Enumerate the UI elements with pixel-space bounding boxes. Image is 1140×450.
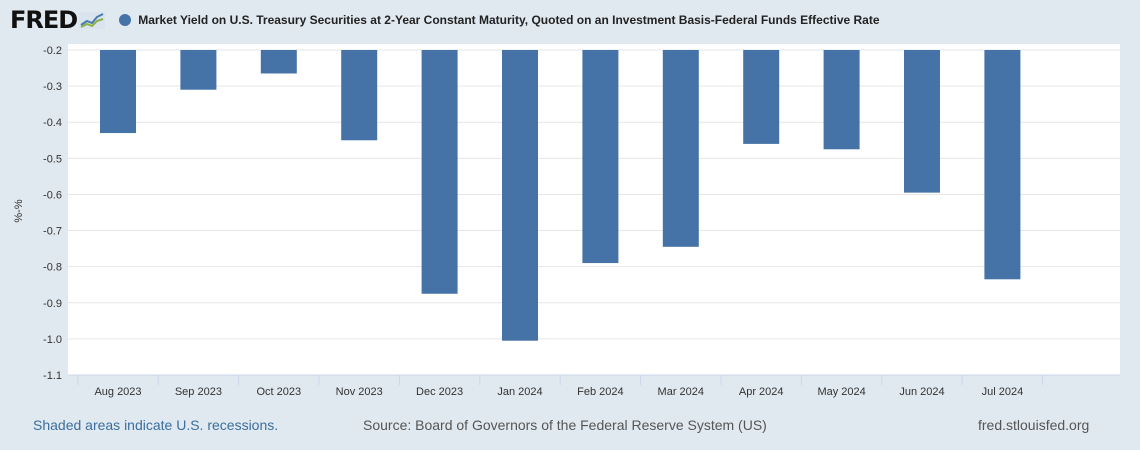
bar-sep-2023[interactable] xyxy=(180,50,217,90)
bar-may-2024[interactable] xyxy=(823,50,860,150)
x-tick-label: Oct 2023 xyxy=(256,386,301,398)
series-legend-marker xyxy=(119,14,132,26)
y-tick-label: -1.1 xyxy=(43,370,62,382)
bar-mar-2024[interactable] xyxy=(662,50,699,247)
recession-note: Shaded areas indicate U.S. recessions. xyxy=(33,417,279,433)
y-tick-label: -0.4 xyxy=(43,117,62,129)
bar-aug-2023[interactable] xyxy=(100,50,136,134)
y-tick-label: -0.6 xyxy=(43,189,62,201)
x-tick-label: Feb 2024 xyxy=(577,386,623,398)
x-tick-label: Dec 2023 xyxy=(416,386,463,398)
y-tick-label: -0.9 xyxy=(43,298,62,310)
y-tick-label: -0.7 xyxy=(43,226,62,238)
x-tick-label: Sep 2023 xyxy=(175,386,222,398)
y-axis-label: %-% xyxy=(13,199,25,222)
bar-oct-2023[interactable] xyxy=(260,50,297,74)
fred-logo-text: FRED xyxy=(10,6,78,34)
x-tick-label: Aug 2023 xyxy=(94,386,141,398)
y-tick-labels: -0.2 -0.3 -0.4 -0.5 -0.6 -0.7 -0.8 -0.9 -1.0 -1.1 xyxy=(43,45,62,382)
series-legend-label: Market Yield on U.S. Treasury Securities… xyxy=(138,13,880,27)
y-tick-label: -0.3 xyxy=(43,81,62,93)
y-tick-label: -0.2 xyxy=(43,45,62,57)
bar-jan-2024[interactable] xyxy=(502,50,538,341)
x-tick-label: Jul 2024 xyxy=(982,386,1024,398)
bars xyxy=(100,50,1021,341)
chart-header: FRED Market Yield on U.S. Treasury Secur… xyxy=(10,6,880,34)
x-tick-label: Nov 2023 xyxy=(336,386,383,398)
y-tick-label: -0.8 xyxy=(43,262,62,274)
x-tick-label: May 2024 xyxy=(817,386,865,398)
y-tick-label: -0.5 xyxy=(43,153,62,165)
x-tick-label: Jan 2024 xyxy=(497,386,542,398)
y-tick-label: -1.0 xyxy=(43,334,62,346)
bar-nov-2023[interactable] xyxy=(341,50,378,141)
x-tick-label: Apr 2024 xyxy=(739,386,784,398)
bar-apr-2024[interactable] xyxy=(743,50,780,144)
x-axis: Aug 2023 Sep 2023 Oct 2023 Nov 2023 Dec 2023… xyxy=(68,374,1120,398)
fred-logo[interactable]: FRED xyxy=(10,6,106,34)
bar-jul-2024[interactable] xyxy=(984,50,1021,280)
source-note: Source: Board of Governors of the Federa… xyxy=(363,417,767,433)
x-tick-label: Mar 2024 xyxy=(658,386,704,398)
x-tick-label: Jun 2024 xyxy=(899,386,944,398)
fred-logo-chart-icon xyxy=(79,12,106,29)
bar-dec-2023[interactable] xyxy=(421,50,458,294)
bar-feb-2024[interactable] xyxy=(582,50,619,264)
site-link[interactable]: fred.stlouisfed.org xyxy=(978,417,1090,433)
bar-jun-2024[interactable] xyxy=(904,50,940,193)
